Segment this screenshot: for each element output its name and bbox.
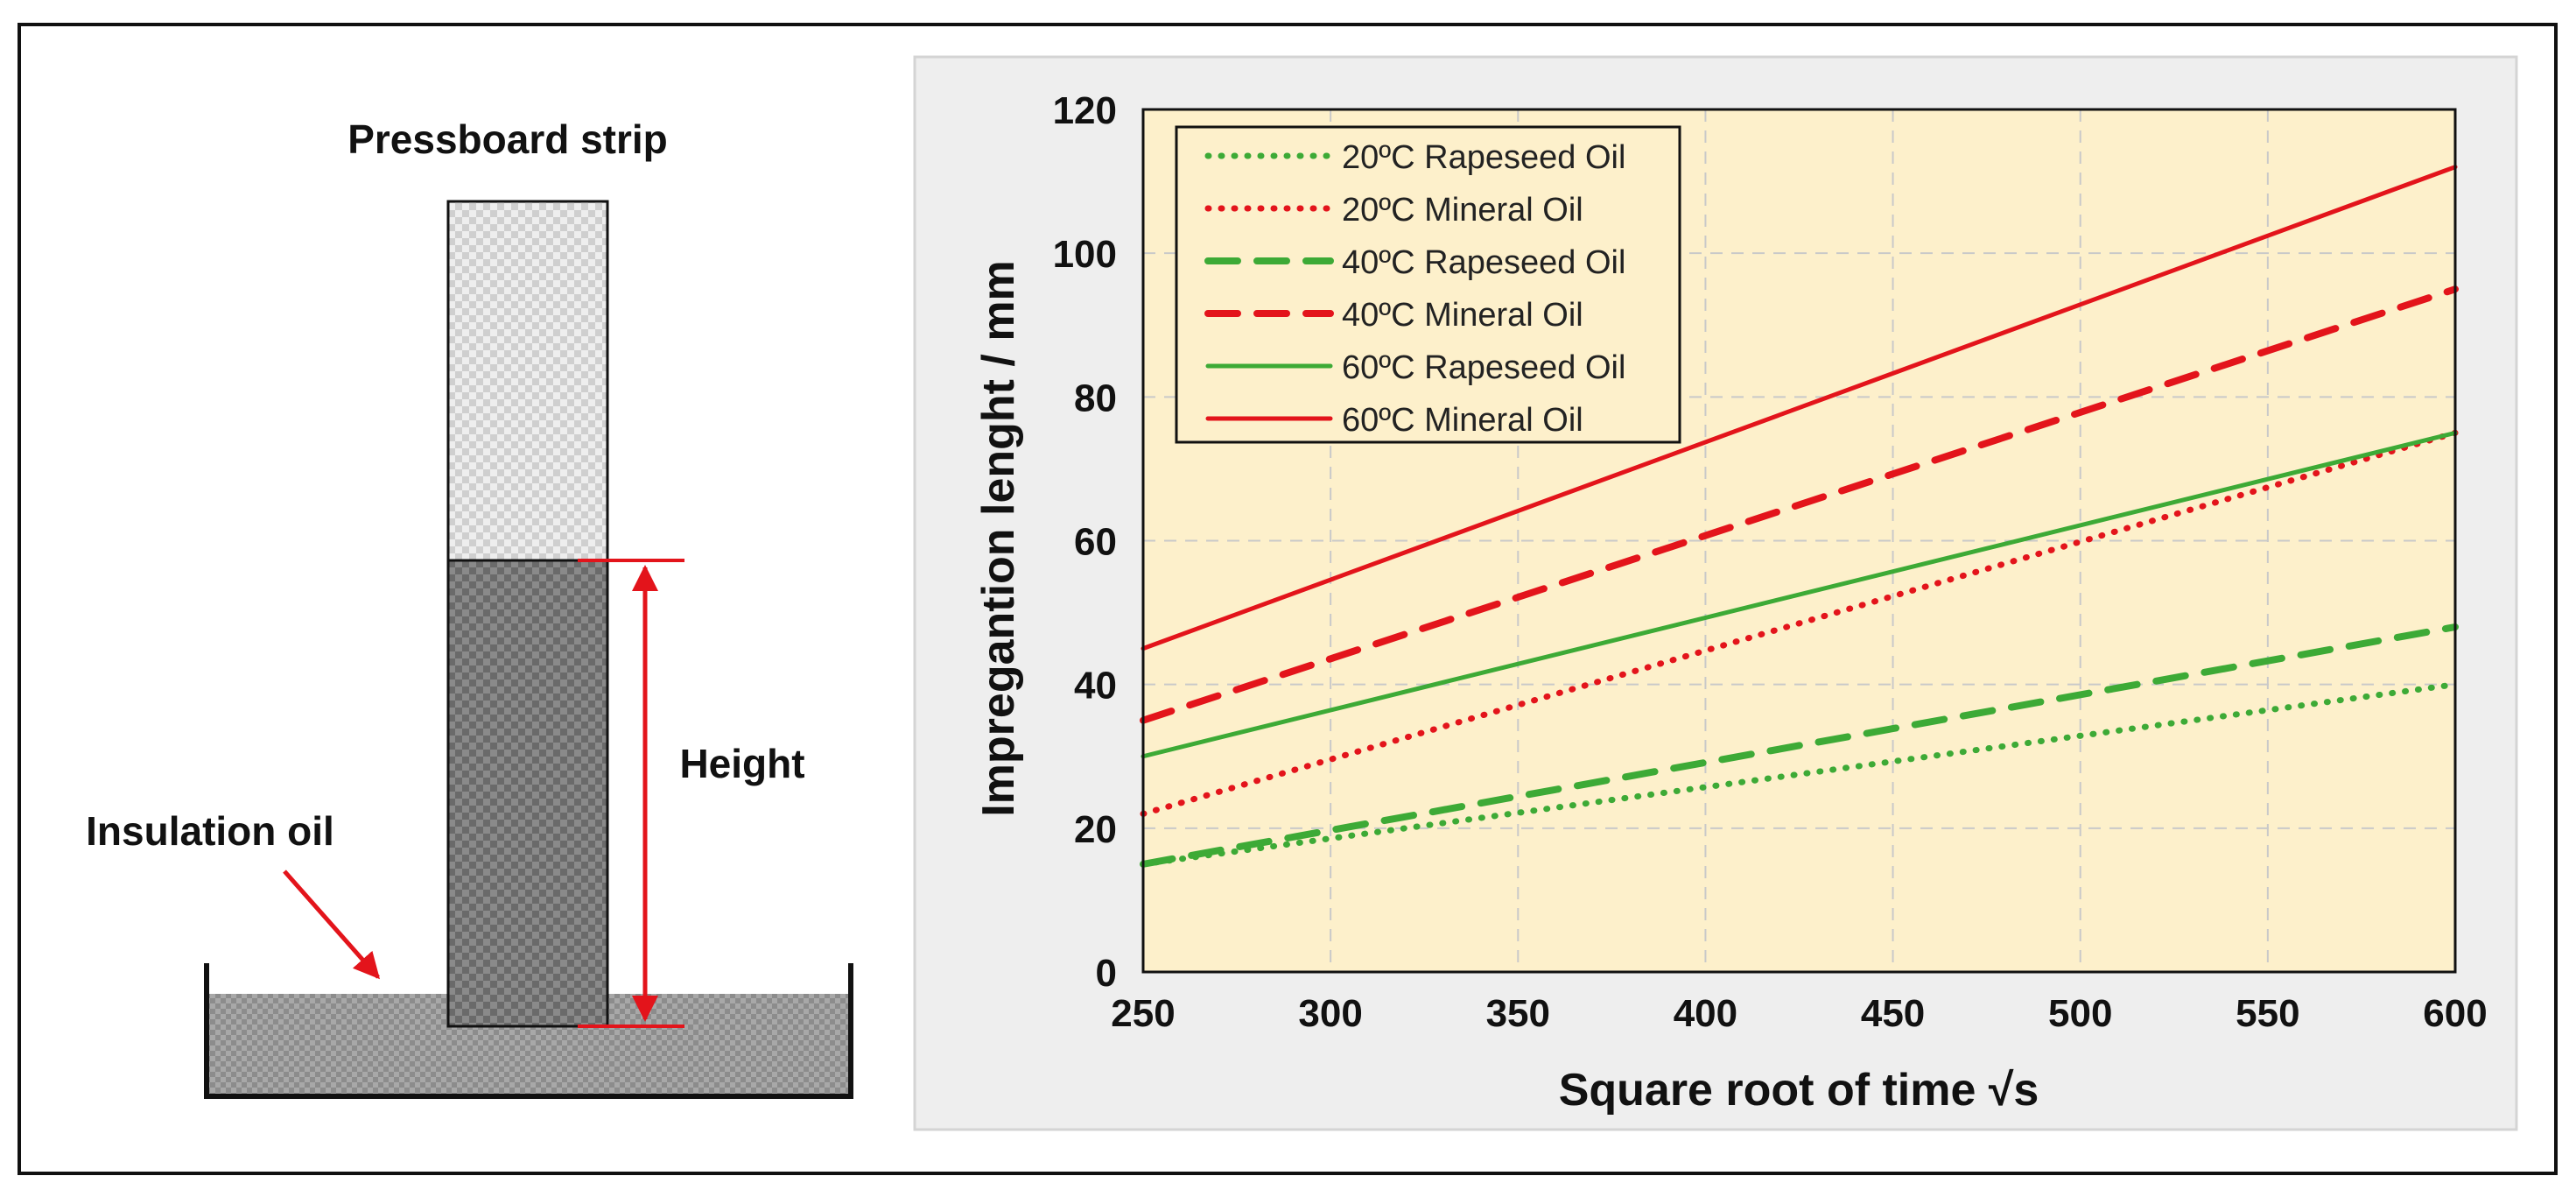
y-axis-label: Impregantion lenght / mm — [973, 260, 1024, 817]
legend-label: 40ºC Rapeseed Oil — [1342, 244, 1625, 281]
oil-label: Insulation oil — [86, 808, 334, 854]
x-tick-label: 550 — [2236, 992, 2299, 1035]
y-tick-label: 20 — [1074, 808, 1117, 851]
x-tick-label: 600 — [2423, 992, 2487, 1035]
oil-container — [204, 963, 853, 1099]
plot-border — [1141, 108, 2457, 974]
y-tick-label: 60 — [1074, 521, 1117, 564]
y-tick-label: 120 — [1053, 89, 1117, 132]
x-tick-label: 450 — [1861, 992, 1925, 1035]
legend: 20ºC Rapeseed Oil 20ºC Mineral Oil 40ºC Ra… — [1175, 125, 1681, 444]
legend-label: 40ºC Mineral Oil — [1342, 297, 1583, 334]
legend-label: 60ºC Rapeseed Oil — [1342, 349, 1625, 386]
y-tick-label: 40 — [1074, 665, 1117, 708]
x-tick-label: 250 — [1111, 992, 1175, 1035]
height-label: Height — [679, 741, 804, 786]
y-ticks: 0 20 40 60 80 100 120 — [1053, 89, 1117, 995]
legend-label: 20ºC Mineral Oil — [1342, 192, 1583, 229]
series-line-5 — [1141, 430, 2458, 759]
legend-label: 60ºC Mineral Oil — [1342, 402, 1583, 439]
chart: 0 20 40 60 80 100 120 250 300 350 400 450 500 550 600… — [913, 55, 2518, 1131]
y-tick-label: 80 — [1074, 377, 1117, 419]
strip-dry-part — [446, 200, 609, 562]
legend-box — [1175, 125, 1681, 444]
series-line-1 — [1140, 681, 2459, 868]
x-tick-label: 500 — [2048, 992, 2112, 1035]
y-tick-label: 100 — [1053, 233, 1117, 276]
diagram-title: Pressboard strip — [347, 116, 668, 162]
oil-arrow — [283, 870, 380, 980]
x-tick-label: 400 — [1674, 992, 1737, 1035]
y-tick-label: 0 — [1096, 952, 1117, 995]
x-tick-label: 350 — [1486, 992, 1550, 1035]
series-line-2 — [1140, 429, 2459, 817]
series-line-4 — [1140, 285, 2459, 724]
x-axis-label: Square root of time √s — [1559, 1065, 2039, 1116]
strip-wet-part — [446, 559, 609, 1028]
series-layer — [1140, 165, 2459, 868]
series-line-3 — [1140, 623, 2459, 868]
pressboard-diagram: Pressboard strip Height Insulation oil — [86, 116, 853, 1099]
x-tick-label: 300 — [1298, 992, 1362, 1035]
x-ticks: 250 300 350 400 450 500 550 600 — [1111, 992, 2487, 1035]
legend-label: 20ºC Rapeseed Oil — [1342, 139, 1625, 176]
series-line-6 — [1141, 165, 2458, 651]
